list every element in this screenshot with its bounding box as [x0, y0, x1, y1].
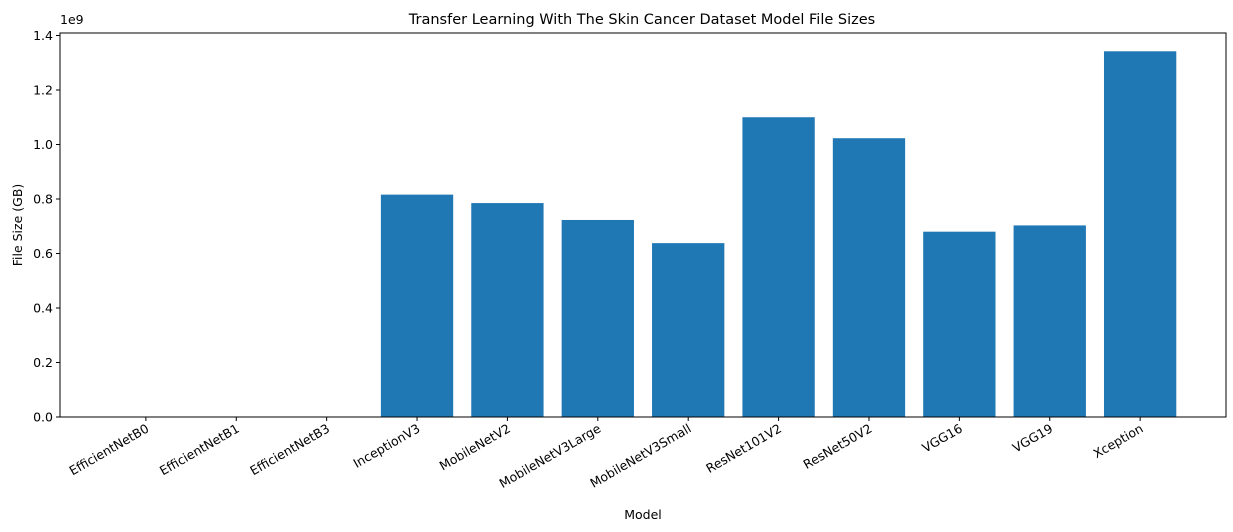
y-tick-label: 0.2	[33, 355, 53, 370]
bar-MobileNetV3Small	[652, 243, 725, 417]
x-tick-label: EfficientNetB1	[157, 421, 242, 479]
bar-ResNet50V2	[832, 138, 906, 417]
y-axis-label: File Size (GB)	[10, 184, 25, 267]
bar-MobileNetV2	[471, 203, 544, 417]
x-tick-label: MobileNetV3Large	[497, 420, 604, 490]
y-axis: 0.0 0.2 0.4 0.6 0.8 1.0 1.2 1.4	[33, 28, 60, 425]
x-tick-label: ResNet50V2	[801, 421, 875, 472]
y-tick-label: 0.4	[33, 300, 53, 315]
bar-Xception	[1103, 51, 1177, 418]
plot-frame	[59, 32, 1227, 418]
y-offset-label: 1e9	[60, 12, 84, 27]
x-tick-label: EfficientNetB0	[67, 421, 152, 479]
y-tick-label: 1.2	[33, 82, 53, 97]
bar-VGG19	[1013, 225, 1086, 417]
y-tick-label: 1.0	[33, 137, 53, 152]
x-tick-label: VGG16	[919, 421, 964, 456]
x-tick-label: MobileNetV2	[437, 421, 513, 474]
y-tick-label: 0.6	[33, 246, 53, 261]
x-tick-label: ResNet101V2	[703, 421, 784, 476]
y-tick-label: 1.4	[33, 28, 53, 43]
bars-group	[380, 51, 1177, 418]
x-tick-label: Xception	[1090, 421, 1145, 461]
x-tick-label: InceptionV3	[350, 421, 422, 471]
bar-ResNet101V2	[742, 117, 815, 417]
x-axis-label: Model	[624, 507, 662, 522]
y-tick-label: 0.0	[33, 410, 53, 425]
bar-MobileNetV3Large	[561, 219, 634, 417]
bar-InceptionV3	[380, 194, 454, 417]
x-tick-label: EfficientNetB3	[247, 421, 332, 479]
x-tick-label: MobileNetV3Small	[587, 421, 693, 491]
x-axis: EfficientNetB0 EfficientNetB1 EfficientNet…	[67, 417, 1146, 491]
x-tick-label: VGG19	[1010, 421, 1055, 456]
chart-title: Transfer Learning With The Skin Cancer D…	[408, 12, 875, 28]
y-tick-label: 0.8	[33, 191, 53, 206]
bar-VGG16	[923, 231, 996, 417]
